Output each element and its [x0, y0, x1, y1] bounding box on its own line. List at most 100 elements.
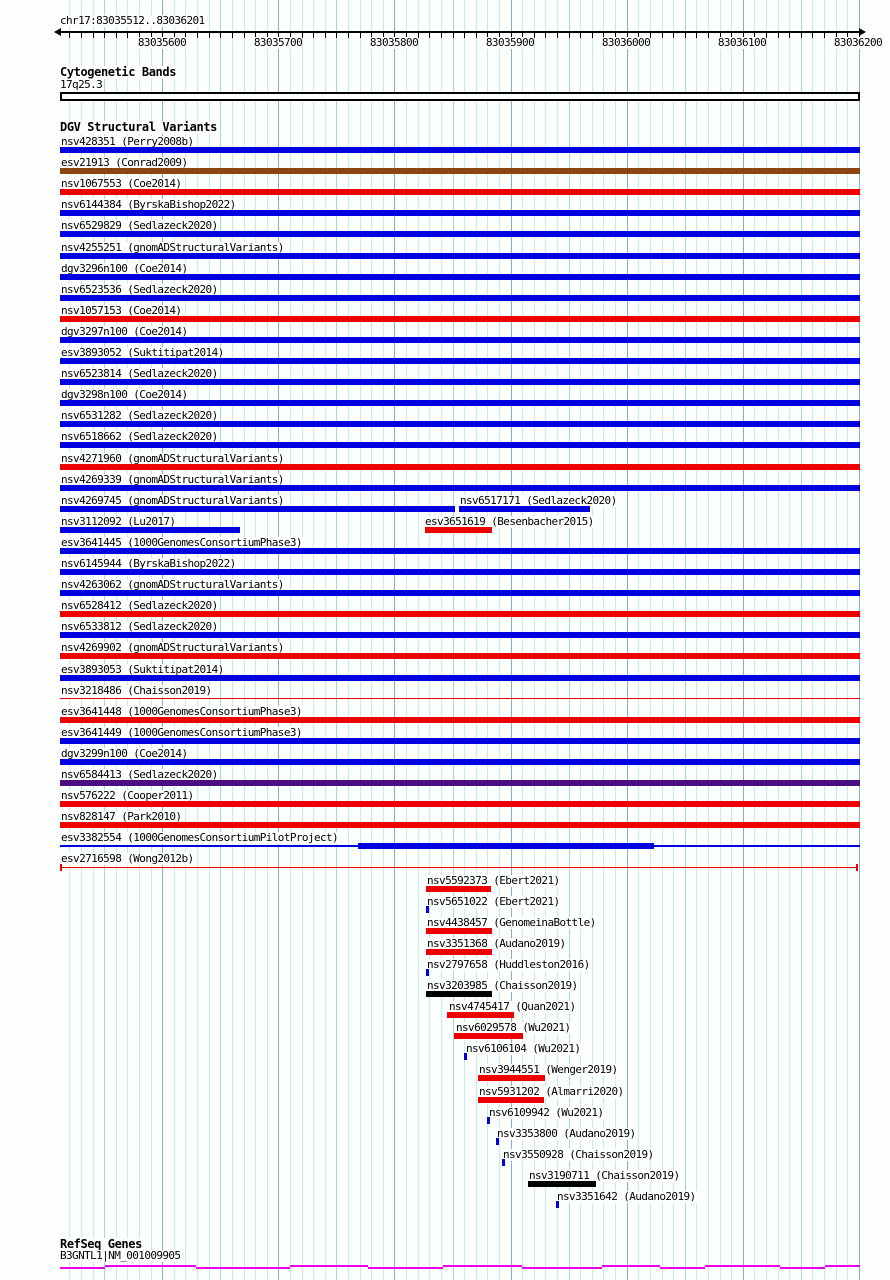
gene-line-segment[interactable]	[780, 1267, 825, 1269]
variant-label[interactable]: nsv3944551 (Wenger2019)	[478, 1063, 619, 1076]
variant-bar[interactable]	[60, 210, 860, 216]
variant-label[interactable]: esv3893052 (Suktitipat2014)	[60, 346, 225, 359]
variant-label[interactable]: esv3641449 (1000GenomesConsortiumPhase3)	[60, 726, 303, 739]
variant-tick[interactable]	[496, 1138, 499, 1145]
variant-label[interactable]: nsv3550928 (Chaisson2019)	[502, 1148, 655, 1161]
variant-bar[interactable]	[60, 358, 860, 364]
variant-bar[interactable]	[60, 822, 860, 828]
variant-bar[interactable]	[454, 1033, 523, 1039]
variant-tick[interactable]	[502, 1159, 505, 1166]
variant-bar[interactable]	[60, 801, 860, 807]
variant-bar[interactable]	[459, 506, 590, 512]
variant-label[interactable]: nsv5931202 (Almarri2020)	[478, 1085, 625, 1098]
variant-bar[interactable]	[447, 1012, 514, 1018]
gene-line-segment[interactable]	[196, 1267, 290, 1269]
variant-bar[interactable]	[60, 442, 860, 448]
variant-bar[interactable]	[60, 506, 455, 512]
variant-label[interactable]: nsv3218486 (Chaisson2019)	[60, 684, 213, 697]
variant-bar[interactable]	[60, 253, 860, 259]
variant-bar[interactable]	[60, 780, 860, 786]
gene-line-segment[interactable]	[705, 1265, 780, 1267]
variant-label[interactable]: nsv4745417 (Quan2021)	[448, 1000, 577, 1013]
variant-tick[interactable]	[487, 1117, 490, 1124]
gene-line-segment[interactable]	[368, 1267, 443, 1269]
variant-label[interactable]: nsv4255251 (gnomADStructuralVariants)	[60, 241, 285, 254]
variant-label[interactable]: nsv4263062 (gnomADStructuralVariants)	[60, 578, 285, 591]
variant-bar[interactable]	[60, 274, 860, 280]
variant-bar[interactable]	[60, 316, 860, 322]
variant-label[interactable]: nsv3112092 (Lu2017)	[60, 515, 177, 528]
variant-label[interactable]: nsv6518662 (Sedlazeck2020)	[60, 430, 219, 443]
gene-line-segment[interactable]	[443, 1265, 522, 1267]
variant-bar[interactable]	[60, 337, 860, 343]
variant-bar[interactable]	[60, 147, 860, 153]
variant-span-line[interactable]	[60, 867, 858, 868]
variant-tick[interactable]	[426, 906, 429, 913]
gene-line-segment[interactable]	[290, 1265, 368, 1267]
variant-bar[interactable]	[425, 527, 492, 533]
variant-label[interactable]: nsv6528412 (Sedlazeck2020)	[60, 599, 219, 612]
gene-line-segment[interactable]	[602, 1265, 660, 1267]
variant-bar[interactable]	[60, 675, 860, 681]
variant-label[interactable]: nsv3353800 (Audano2019)	[496, 1127, 637, 1140]
variant-label[interactable]: nsv576222 (Cooper2011)	[60, 789, 195, 802]
variant-bar[interactable]	[60, 295, 860, 301]
variant-label[interactable]: nsv1057153 (Coe2014)	[60, 304, 183, 317]
variant-bar[interactable]	[60, 421, 860, 427]
variant-label[interactable]: nsv6523536 (Sedlazeck2020)	[60, 283, 219, 296]
variant-label[interactable]: esv3641445 (1000GenomesConsortiumPhase3)	[60, 536, 303, 549]
variant-label[interactable]: esv3651619 (Besenbacher2015)	[424, 515, 595, 528]
variant-label[interactable]: nsv3203985 (Chaisson2019)	[426, 979, 579, 992]
variant-label[interactable]: dgv3296n100 (Coe2014)	[60, 262, 189, 275]
variant-label[interactable]: nsv4269902 (gnomADStructuralVariants)	[60, 641, 285, 654]
variant-label[interactable]: nsv6584413 (Sedlazeck2020)	[60, 768, 219, 781]
variant-bar[interactable]	[60, 400, 860, 406]
variant-bar[interactable]	[426, 928, 492, 934]
variant-bar[interactable]	[60, 189, 860, 195]
gene-name-label[interactable]: B3GNTL1|NM_001009905	[59, 1249, 182, 1262]
variant-tick[interactable]	[464, 1053, 467, 1060]
cytoband-bar[interactable]	[60, 92, 860, 101]
variant-bar[interactable]	[60, 759, 860, 765]
variant-label[interactable]: nsv6109942 (Wu2021)	[488, 1106, 605, 1119]
variant-label[interactable]: nsv6523814 (Sedlazeck2020)	[60, 367, 219, 380]
variant-label[interactable]: esv21913 (Conrad2009)	[60, 156, 189, 169]
variant-label[interactable]: nsv4269339 (gnomADStructuralVariants)	[60, 473, 285, 486]
variant-label[interactable]: nsv5651022 (Ebert2021)	[426, 895, 561, 908]
variant-bar[interactable]	[426, 991, 492, 997]
variant-label[interactable]: nsv3351642 (Audano2019)	[556, 1190, 697, 1203]
variant-label[interactable]: dgv3298n100 (Coe2014)	[60, 388, 189, 401]
variant-label[interactable]: nsv5592373 (Ebert2021)	[426, 874, 561, 887]
variant-label[interactable]: esv3893053 (Suktitipat2014)	[60, 663, 225, 676]
variant-label[interactable]: nsv6517171 (Sedlazeck2020)	[459, 494, 618, 507]
variant-bar[interactable]	[60, 548, 860, 554]
variant-bar[interactable]	[60, 569, 860, 575]
variant-tick[interactable]	[426, 969, 429, 976]
variant-label[interactable]: nsv428351 (Perry2008b)	[60, 135, 195, 148]
gene-line-segment[interactable]	[60, 1267, 105, 1269]
variant-label[interactable]: dgv3297n100 (Coe2014)	[60, 325, 189, 338]
variant-bar[interactable]	[60, 485, 860, 491]
variant-label[interactable]: nsv4269745 (gnomADStructuralVariants)	[60, 494, 285, 507]
gene-line-segment[interactable]	[825, 1265, 860, 1267]
variant-bar[interactable]	[60, 653, 860, 659]
variant-bracket-cap[interactable]	[856, 864, 858, 871]
variant-bar[interactable]	[60, 464, 860, 470]
variant-bar[interactable]	[60, 632, 860, 638]
variant-bar[interactable]	[60, 590, 860, 596]
variant-bar[interactable]	[528, 1181, 596, 1187]
variant-bar[interactable]	[358, 843, 654, 849]
gene-line-segment[interactable]	[105, 1265, 196, 1267]
variant-bar[interactable]	[426, 949, 492, 955]
variant-label[interactable]: nsv6531282 (Sedlazeck2020)	[60, 409, 219, 422]
variant-label[interactable]: nsv2797658 (Huddleston2016)	[426, 958, 591, 971]
variant-label[interactable]: nsv4271960 (gnomADStructuralVariants)	[60, 452, 285, 465]
variant-label[interactable]: nsv1067553 (Coe2014)	[60, 177, 183, 190]
variant-bar[interactable]	[478, 1097, 544, 1103]
variant-thin-line[interactable]	[60, 698, 860, 699]
variant-label[interactable]: nsv6529829 (Sedlazeck2020)	[60, 219, 219, 232]
variant-bar[interactable]	[60, 379, 860, 385]
variant-label[interactable]: nsv828147 (Park2010)	[60, 810, 183, 823]
variant-bar[interactable]	[60, 611, 860, 617]
variant-label[interactable]: nsv6029578 (Wu2021)	[455, 1021, 572, 1034]
